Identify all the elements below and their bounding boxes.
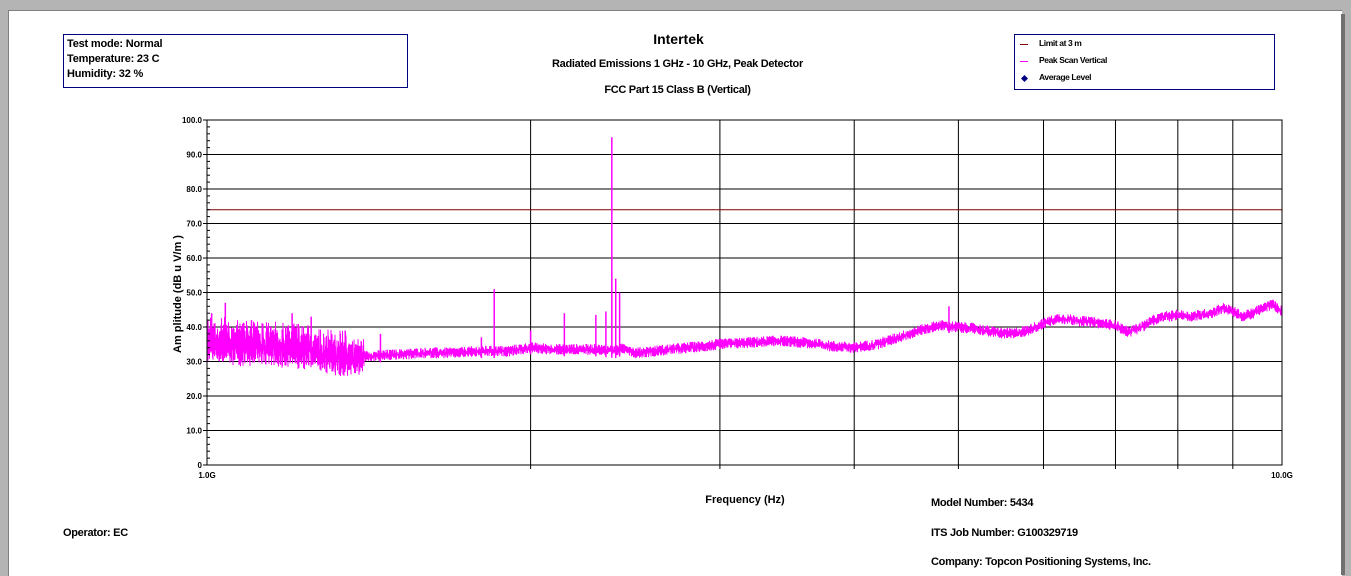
y-tick-label: 20.0 <box>186 392 202 401</box>
y-tick-label: 0 <box>198 461 203 470</box>
chart-subtitle-2: FCC Part 15 Class B (Vertical) <box>604 84 751 96</box>
plot-border <box>206 119 1283 466</box>
legend-line-limit <box>1020 44 1028 45</box>
y-tick-label: 30.0 <box>186 358 202 367</box>
y-tick-label: 60.0 <box>186 254 202 263</box>
legend-label-average: Average Level <box>1039 72 1092 82</box>
legend-item-limit: Limit at 3 m <box>1015 38 1274 52</box>
x-tick-label: 10.0G <box>1271 471 1293 480</box>
x-axis-label: Frequency (Hz) <box>705 494 785 506</box>
chart-legend: Limit at 3 m Peak Scan Vertical Average … <box>1014 34 1275 90</box>
y-tick-label: 90.0 <box>186 151 202 160</box>
chart-subtitle-1: Radiated Emissions 1 GHz - 10 GHz, Peak … <box>552 58 803 70</box>
x-tick-label: 1.0G <box>198 471 215 480</box>
legend-item-average: Average Level <box>1015 72 1274 86</box>
legend-item-peak: Peak Scan Vertical <box>1015 55 1274 69</box>
humidity-text: Humidity: 32 % <box>67 68 144 80</box>
legend-label-peak: Peak Scan Vertical <box>1039 55 1107 65</box>
y-tick-label: 100.0 <box>182 116 203 125</box>
chart-axes: 0 10.0 20.0 30.0 40.0 50.0 60.0 70.0 80.0 90.0 100… <box>182 116 1293 480</box>
y-tick-label: 70.0 <box>186 220 202 229</box>
y-tick-label: 40.0 <box>186 323 202 332</box>
plot-area <box>206 137 1283 377</box>
job-number-text: ITS Job Number: G100329719 <box>931 527 1078 539</box>
y-axis-label: Am plitude (dB u V/m ) <box>172 235 184 353</box>
test-info-box: Test mode: Normal Temperature: 23 C Humi… <box>63 34 408 88</box>
legend-label-limit: Limit at 3 m <box>1039 38 1082 48</box>
peak-scan-trace <box>206 299 1283 377</box>
operator-text: Operator: EC <box>63 527 128 539</box>
model-number-text: Model Number: 5434 <box>931 497 1034 509</box>
sheet-shadow <box>1341 14 1345 575</box>
diamond-icon <box>1021 75 1028 82</box>
legend-line-peak <box>1020 61 1028 62</box>
chart-grid <box>207 120 1282 465</box>
chart-title: Intertek <box>653 31 704 47</box>
y-tick-label: 80.0 <box>186 185 202 194</box>
company-text: Company: Topcon Positioning Systems, Inc… <box>931 556 1151 568</box>
test-mode-text: Test mode: Normal <box>67 38 163 50</box>
temperature-text: Temperature: 23 C <box>67 53 160 65</box>
y-tick-label: 50.0 <box>186 289 202 298</box>
y-tick-label: 10.0 <box>186 427 202 436</box>
